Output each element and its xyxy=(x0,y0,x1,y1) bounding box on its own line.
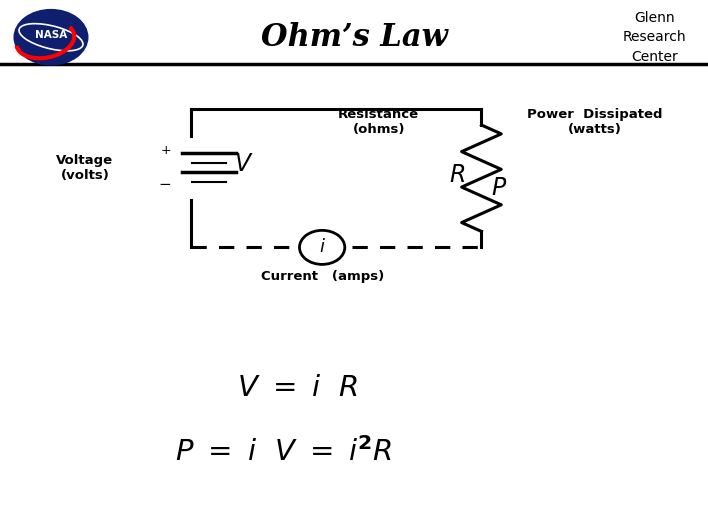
Text: Glenn
Research
Center: Glenn Research Center xyxy=(623,11,687,64)
Text: −: − xyxy=(159,177,171,192)
Text: NASA: NASA xyxy=(35,30,67,39)
Text: Current   (amps): Current (amps) xyxy=(261,270,384,283)
Text: Voltage
(volts): Voltage (volts) xyxy=(57,154,113,181)
Text: $\mathit{R}$: $\mathit{R}$ xyxy=(449,164,464,187)
Circle shape xyxy=(299,230,345,264)
Text: Ohm’s Law: Ohm’s Law xyxy=(261,22,447,53)
Text: +: + xyxy=(161,144,171,157)
Text: Resistance
(ohms): Resistance (ohms) xyxy=(338,109,419,136)
Text: Power  Dissipated
(watts): Power Dissipated (watts) xyxy=(527,109,663,136)
Text: $\mathit{i}$: $\mathit{i}$ xyxy=(319,238,326,256)
Circle shape xyxy=(14,10,88,65)
Text: $\mathit{P}$: $\mathit{P}$ xyxy=(491,177,507,201)
Text: $\mathit{V}$: $\mathit{V}$ xyxy=(234,153,254,177)
Text: $\mathbf{\mathit{V}}\ =\ \mathbf{\mathit{i}}\ \ \mathbf{\mathit{R}}$: $\mathbf{\mathit{V}}\ =\ \mathbf{\mathit… xyxy=(236,375,358,402)
Text: $\mathbf{\mathit{P}}\ =\ \mathbf{\mathit{i}}\ \ \mathbf{\mathit{V}}\ =\ \mathbf{: $\mathbf{\mathit{P}}\ =\ \mathbf{\mathit… xyxy=(175,437,392,467)
